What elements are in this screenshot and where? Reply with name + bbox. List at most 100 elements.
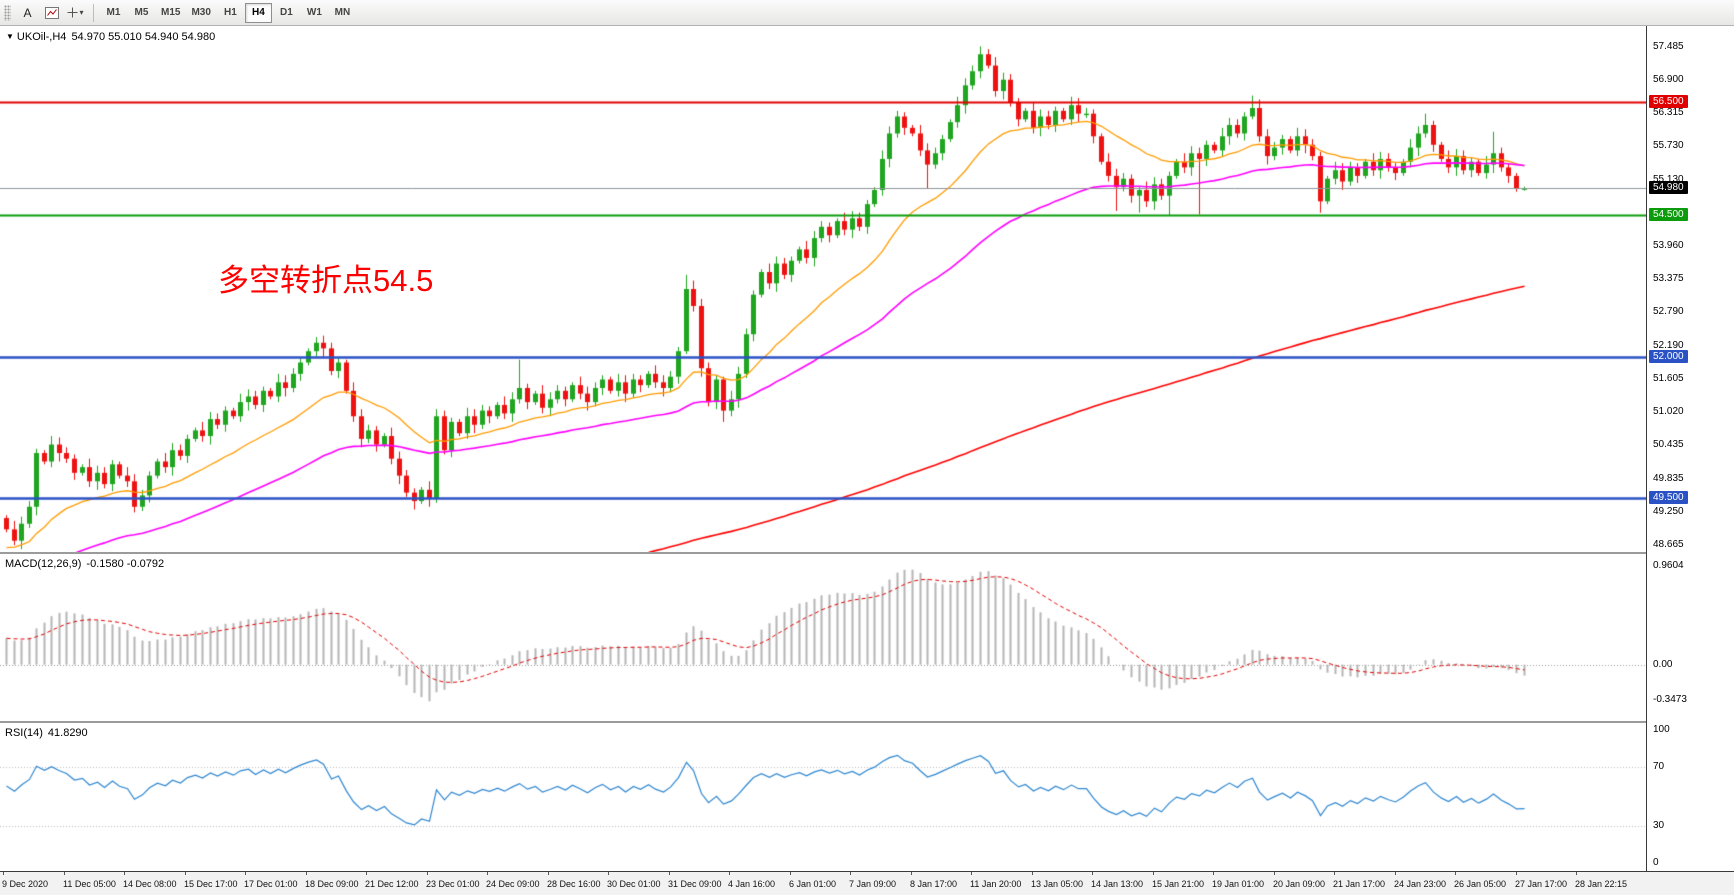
time-axis-tick: [306, 872, 307, 875]
time-axis-label: 21 Dec 12:00: [365, 879, 419, 889]
macd-axis-label: 0.9604: [1653, 560, 1684, 571]
time-axis-label: 4 Jan 16:00: [728, 879, 776, 889]
price-axis-label: 53.375: [1653, 273, 1684, 284]
time-axis-tick: [548, 872, 549, 875]
chart-frame-icon: [44, 6, 59, 19]
rsi-axis-label: 0: [1653, 857, 1659, 868]
time-axis-tick: [124, 872, 125, 875]
time-axis-label: 7 Jan 09:00: [849, 879, 897, 889]
time-axis-label: 26 Jan 05:00: [1454, 879, 1507, 889]
time-axis-label: 15 Dec 17:00: [184, 879, 238, 889]
timeframe-button-m5[interactable]: M5: [128, 3, 155, 23]
time-axis-tick: [1153, 872, 1154, 875]
timeframe-button-m1[interactable]: M1: [100, 3, 127, 23]
chart-text-annotation: 多空转折点54.5: [218, 263, 434, 298]
time-axis-tick: [1032, 872, 1033, 875]
time-axis-tick: [1334, 872, 1335, 875]
time-axis-tick: [1213, 872, 1214, 875]
time-axis-tick: [185, 872, 186, 875]
time-axis-label: 20 Jan 09:00: [1273, 879, 1326, 889]
price-axis-label: 53.960: [1653, 240, 1684, 251]
time-axis-label: 21 Jan 17:00: [1333, 879, 1386, 889]
time-axis-tick: [790, 872, 791, 875]
time-axis-label: 9 Dec 2020: [2, 879, 49, 889]
time-axis-label: 28 Jan 22:15: [1575, 879, 1628, 889]
timeframe-button-m30[interactable]: M30: [186, 3, 215, 23]
time-axis-tick: [850, 872, 851, 875]
time-axis-label: 11 Jan 20:00: [970, 879, 1022, 889]
rsi-panel-header: RSI(14) 41.8290: [5, 727, 88, 739]
price-axis-label: 57.485: [1653, 41, 1684, 52]
macd-panel-header: MACD(12,26,9) -0.1580 -0.0792: [5, 558, 164, 570]
time-axis-tick: [3, 872, 4, 875]
chart-title: ▼ UKOil-,H4 54.970 55.010 54.940 54.980: [6, 31, 215, 43]
time-axis-tick: [971, 872, 972, 875]
panel-separator[interactable]: [0, 552, 1734, 554]
price-axis-label: 52.190: [1653, 340, 1684, 351]
rsi-label: RSI(14): [5, 727, 43, 739]
timeframe-button-h4[interactable]: H4: [244, 2, 272, 23]
time-axis-tick: [1576, 872, 1577, 875]
time-axis-label: 31 Dec 09:00: [668, 879, 722, 889]
time-axis-label: 30 Dec 01:00: [607, 879, 661, 889]
price-level-badge: 56.500: [1649, 95, 1688, 108]
price-axis-label: 48.665: [1653, 539, 1684, 550]
time-axis-label: 18 Dec 09:00: [305, 879, 359, 889]
timeframe-button-d1[interactable]: D1: [273, 3, 300, 23]
macd-indicator-canvas[interactable]: [0, 554, 1646, 721]
timeframe-button-h1[interactable]: H1: [217, 3, 244, 23]
shapes-dropdown-button[interactable]: ▾: [64, 2, 87, 23]
time-axis-tick: [366, 872, 367, 875]
time-axis-tick: [911, 872, 912, 875]
rsi-axis-label: 30: [1653, 820, 1665, 831]
time-axis-tick: [1395, 872, 1396, 875]
macd-axis-label: -0.3473: [1653, 694, 1687, 705]
price-axis-label: 56.900: [1653, 74, 1684, 85]
time-axis-tick: [729, 872, 730, 875]
time-axis-tick: [1092, 872, 1093, 875]
time-axis-label: 14 Dec 08:00: [123, 879, 177, 889]
time-axis-tick: [1274, 872, 1275, 875]
timeframe-button-w1[interactable]: W1: [301, 3, 328, 23]
toolbar-grip[interactable]: [4, 4, 11, 21]
time-axis-label: 23 Dec 01:00: [426, 879, 480, 889]
timeframe-button-m15[interactable]: M15: [156, 3, 185, 23]
chart-frame-button[interactable]: [40, 2, 63, 23]
time-axis-label: 24 Jan 23:00: [1394, 879, 1447, 889]
time-axis-label: 28 Dec 16:00: [547, 879, 601, 889]
price-axis-label: 55.130: [1653, 174, 1684, 185]
time-axis-tick: [608, 872, 609, 875]
rsi-axis-label: 70: [1653, 761, 1665, 772]
time-axis-label: 8 Jan 17:00: [910, 879, 958, 889]
price-axis-label: 51.605: [1653, 373, 1684, 384]
macd-label: MACD(12,26,9): [5, 558, 82, 570]
price-scale[interactable]: 57.485 56.900 56.500 56.315 55.730 55.130 54.9…: [1646, 26, 1734, 871]
rsi-axis-label: 100: [1653, 724, 1670, 735]
crosshair-shapes-icon: [67, 7, 78, 18]
panel-separator[interactable]: [0, 721, 1734, 723]
time-axis-label: 11 Dec 05:00: [63, 879, 116, 889]
time-axis-label: 19 Jan 01:00: [1212, 879, 1265, 889]
macd-values: -0.1580 -0.0792: [86, 558, 165, 570]
price-axis-label: 49.835: [1653, 473, 1684, 484]
time-scale[interactable]: 9 Dec 2020 11 Dec 05:00 14 Dec 08:00 15 Dec…: [0, 871, 1734, 895]
price-level-badge: 54.500: [1649, 208, 1688, 221]
toolbar-separator: [93, 3, 94, 22]
price-chart-canvas[interactable]: [0, 26, 1646, 552]
time-axis-label: 6 Jan 01:00: [789, 879, 837, 889]
price-level-badge: 52.000: [1649, 350, 1688, 363]
time-axis-tick: [1455, 872, 1456, 875]
time-axis-tick: [64, 872, 65, 875]
time-axis-tick: [669, 872, 670, 875]
time-axis-label: 27 Jan 17:00: [1515, 879, 1568, 889]
ohlc-readout: 54.970 55.010 54.940 54.980: [71, 31, 216, 43]
price-axis-label: 50.435: [1653, 439, 1684, 450]
rsi-value: 41.8290: [47, 727, 88, 739]
chart-title-arrow-icon[interactable]: ▼: [6, 32, 14, 41]
timeframe-button-mn[interactable]: MN: [329, 3, 356, 23]
price-axis-label: 52.790: [1653, 306, 1684, 317]
price-axis-label: 51.020: [1653, 406, 1684, 417]
rsi-indicator-canvas[interactable]: [0, 723, 1646, 870]
text-tool-button[interactable]: A: [16, 2, 39, 23]
